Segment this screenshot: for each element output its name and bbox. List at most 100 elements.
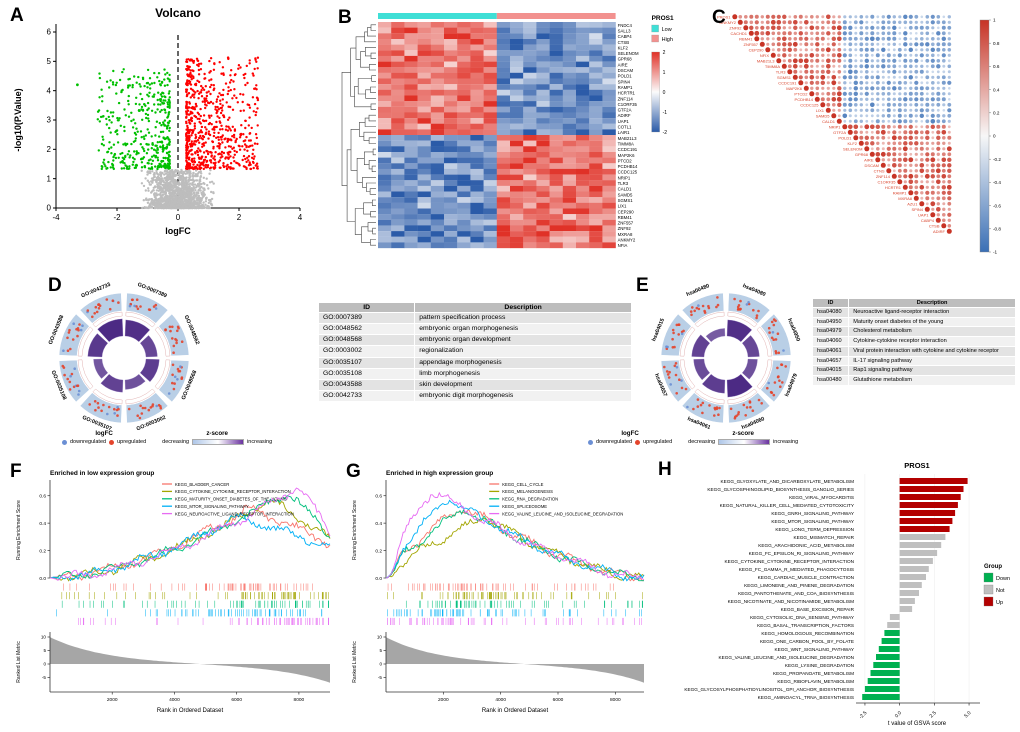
volcano-title: Volcano xyxy=(155,6,201,20)
term-description: embryonic organ morphogenesis xyxy=(414,323,632,336)
gene-label: SPIN4 xyxy=(618,79,631,84)
x-tick-label: 2.5 xyxy=(929,710,938,719)
pathway-label: KEGG_BASAL_TRANSCRIPTION_FACTORS xyxy=(757,623,854,628)
term-description: Cytokine-cytokine receptor interaction xyxy=(848,336,1016,347)
zscore-bar xyxy=(139,335,158,358)
colorbar-tick: 1 xyxy=(993,18,996,23)
bar-title: PROS1 xyxy=(904,461,929,470)
svg-text:0.6: 0.6 xyxy=(39,494,46,500)
pathway-label: KEGG_MTOR_SIGNALING_PATHWAY xyxy=(771,519,854,524)
expression-heatmap: FNDC4SALL3CABP4CTSBKLF2SELENOMGPR68AIRED… xyxy=(341,13,674,248)
zscore-bar xyxy=(691,334,711,358)
term-description: limb morphogenesis xyxy=(414,367,632,380)
gene-label: KLF2 xyxy=(847,141,857,146)
gene-label: ADIRF xyxy=(933,229,946,234)
colorbar-tick: -0.4 xyxy=(993,180,1001,185)
colorbar-tick: -1 xyxy=(663,110,668,116)
gene-label: GTF2A xyxy=(833,130,846,135)
gene-label: ANKMY2 xyxy=(720,20,737,25)
gene-label: PROS1 xyxy=(717,14,731,19)
gene-label: CEP290 xyxy=(618,209,635,214)
gsva-bar-chart: PROS1 KEGG_GLYOXYLATE_AND_DICARBOXYLATE_M… xyxy=(684,461,1010,727)
pathway-label: KEGG_NATURAL_KILLER_CELL_MEDIATED_CYTOTO… xyxy=(720,503,855,508)
annotation-legend-label: Low xyxy=(662,27,672,33)
zscore-bar xyxy=(124,373,146,390)
table-row: hsa04080 Neuroactive ligand-receptor inte… xyxy=(811,307,1016,318)
volcano-points xyxy=(76,56,260,210)
term-id: hsa00480 xyxy=(811,374,850,386)
gene-label: SAMD5 xyxy=(816,113,831,118)
y-axis-label-bottom: Ranked List Metric xyxy=(352,641,358,683)
gsea-title: Enriched in low expression group xyxy=(50,470,154,477)
legend-entry: KEGG_CELL_CYCLE xyxy=(502,482,543,487)
term-description: skin development xyxy=(414,378,632,392)
gene-label: ZNF92 xyxy=(729,25,742,30)
outer-sector xyxy=(727,292,771,324)
pathway-label: KEGG_FC_EPSILON_RI_SIGNALING_PATHWAY xyxy=(749,551,855,556)
zscore-bar xyxy=(124,319,151,343)
gene-label: POLD1 xyxy=(618,74,633,79)
gene-label: TIMM8A xyxy=(765,64,780,69)
downregulated-dot-icon xyxy=(588,439,593,445)
gene-label: NRIP1 xyxy=(829,124,842,129)
zscore-bar xyxy=(741,358,758,380)
pathway-label: KEGG_GLYOXYLATE_AND_DICARBOXYLATE_METABO… xyxy=(720,479,854,484)
panel-go-circle: GO:0007389 GO:0048562 GO:0048568 GO:0003002… xyxy=(22,272,228,444)
svg-text:0.4: 0.4 xyxy=(39,521,46,527)
table-header: ID xyxy=(811,298,850,308)
x-axis-label: Rank in Ordered Dataset xyxy=(157,708,224,714)
panel-label-a: A xyxy=(10,5,24,26)
y-axis-label-bottom: Ranked List Metric xyxy=(16,641,22,683)
gsva-bar xyxy=(899,526,950,532)
zscore-bar xyxy=(726,373,753,398)
gene-label: COTL1 xyxy=(618,125,632,130)
gene-label: TLR3 xyxy=(776,69,787,74)
gene-label: RBM41 xyxy=(618,215,633,220)
panel-heatmap: FNDC4 SALL3 CABP4 CTSB KLF2 SELENOM GPR68 AIRE D… xyxy=(326,2,716,270)
term-description: appendage morphogenesis xyxy=(414,356,632,369)
pathway-label: KEGG_NICOTINATE_AND_NICOTINAMIDE_METABOL… xyxy=(728,599,855,604)
gene-label: SGMS1 xyxy=(618,198,634,203)
table-row: hsa00480 Glutathione metabolism xyxy=(811,374,1016,386)
table-row: GO:0003002 regionalization xyxy=(317,345,632,358)
outer-sector xyxy=(79,392,123,424)
svg-text:4: 4 xyxy=(298,213,303,222)
zscore-gradient-bar xyxy=(718,439,771,445)
panel-correlation: PROS1 ANKMY2 ZNF92 CACHD1 RBM41 ZNF557 CEP290 N… xyxy=(714,2,1018,272)
panel-label-d: D xyxy=(48,275,62,296)
gene-label: CCDC191 xyxy=(618,147,638,152)
gene-label: GPR68 xyxy=(618,57,633,62)
pathway-label: KEGG_WNT_SIGNALING_PATHWAY xyxy=(774,647,854,652)
column-annotation xyxy=(378,13,497,19)
outer-sector xyxy=(58,359,90,403)
gene-label: RAMP1 xyxy=(618,85,633,90)
legend-entry: KEGG_BLADDER_CANCER xyxy=(175,482,229,487)
outer-sector xyxy=(158,313,190,357)
gsva-bar xyxy=(867,678,900,684)
colorbar-tick: 0.4 xyxy=(993,87,1000,92)
zscore-decreasing-label: decreasing xyxy=(162,439,190,445)
gene-label: CACHD1 xyxy=(731,31,748,36)
gsva-bar xyxy=(881,638,900,644)
gene-label: CALD1 xyxy=(822,119,836,124)
term-id: hsa04015 xyxy=(811,365,850,376)
pathway-label: KEGG_PANTOTHENATE_AND_COA_BIOSYNTHESIS xyxy=(738,591,854,596)
gene-label: ZNF557 xyxy=(618,221,634,226)
zscore-legend-title: z-score xyxy=(206,430,228,437)
gene-label: MAP2K6 xyxy=(786,86,803,91)
outer-sector xyxy=(760,359,792,403)
svg-text:-2: -2 xyxy=(113,213,121,222)
upregulated-label: upregulated xyxy=(117,439,147,445)
svg-text:0: 0 xyxy=(176,213,181,222)
table-row: hsa04015 Rap1 signaling pathway xyxy=(811,365,1016,376)
downregulated-label: downregulated xyxy=(596,439,633,445)
outer-sector xyxy=(660,359,692,403)
panel-gsea-high: Enriched in high expression group 0.0 0.2 0… xyxy=(344,462,654,724)
term-id: hsa04080 xyxy=(811,307,850,318)
gene-label: UAP1 xyxy=(618,119,630,124)
pathway-label: KEGG_VALINE_LEUCINE_AND_ISOLEUCINE_DEGRA… xyxy=(718,655,854,660)
table-row: GO:0035107 appendage morphogenesis xyxy=(317,356,632,369)
svg-text:-4: -4 xyxy=(52,213,60,222)
gene-label: ANKMY2 xyxy=(618,238,636,243)
gene-label: RAMP1 xyxy=(893,190,908,195)
